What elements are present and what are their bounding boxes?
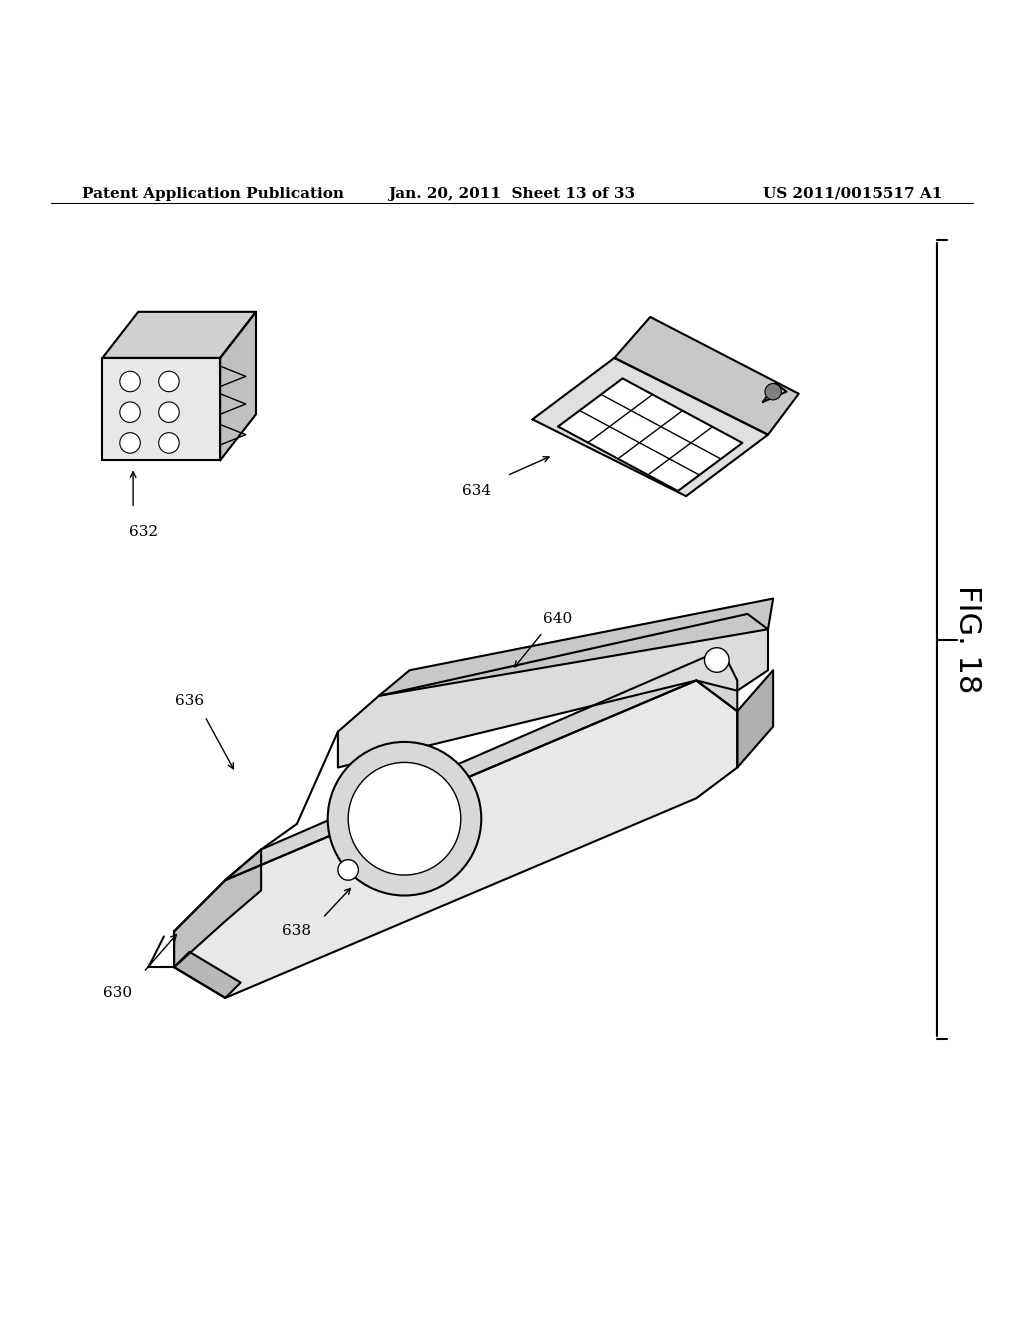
Polygon shape — [558, 379, 742, 491]
Text: US 2011/0015517 A1: US 2011/0015517 A1 — [763, 187, 942, 201]
Polygon shape — [174, 952, 241, 998]
Polygon shape — [174, 850, 261, 968]
Text: FIG. 18: FIG. 18 — [953, 585, 982, 694]
Text: 630: 630 — [103, 986, 132, 999]
Text: 632: 632 — [129, 525, 158, 539]
Polygon shape — [174, 681, 737, 998]
Circle shape — [338, 859, 358, 880]
Circle shape — [159, 403, 179, 422]
Polygon shape — [532, 358, 768, 496]
Text: 636: 636 — [175, 694, 204, 708]
Polygon shape — [737, 671, 773, 767]
Circle shape — [120, 403, 140, 422]
Text: Patent Application Publication: Patent Application Publication — [82, 187, 344, 201]
Circle shape — [120, 371, 140, 392]
Text: 634: 634 — [462, 484, 490, 498]
Circle shape — [120, 433, 140, 453]
Polygon shape — [379, 598, 773, 696]
Polygon shape — [102, 312, 256, 358]
Polygon shape — [102, 358, 220, 461]
Polygon shape — [614, 317, 799, 434]
Circle shape — [159, 433, 179, 453]
Text: 640: 640 — [544, 612, 572, 626]
Polygon shape — [338, 614, 768, 767]
Polygon shape — [220, 312, 256, 461]
Circle shape — [328, 742, 481, 895]
Text: 638: 638 — [283, 924, 311, 939]
Circle shape — [765, 384, 781, 400]
Polygon shape — [225, 649, 737, 880]
Circle shape — [348, 763, 461, 875]
Circle shape — [705, 648, 729, 672]
Text: Jan. 20, 2011  Sheet 13 of 33: Jan. 20, 2011 Sheet 13 of 33 — [388, 187, 636, 201]
Circle shape — [159, 371, 179, 392]
